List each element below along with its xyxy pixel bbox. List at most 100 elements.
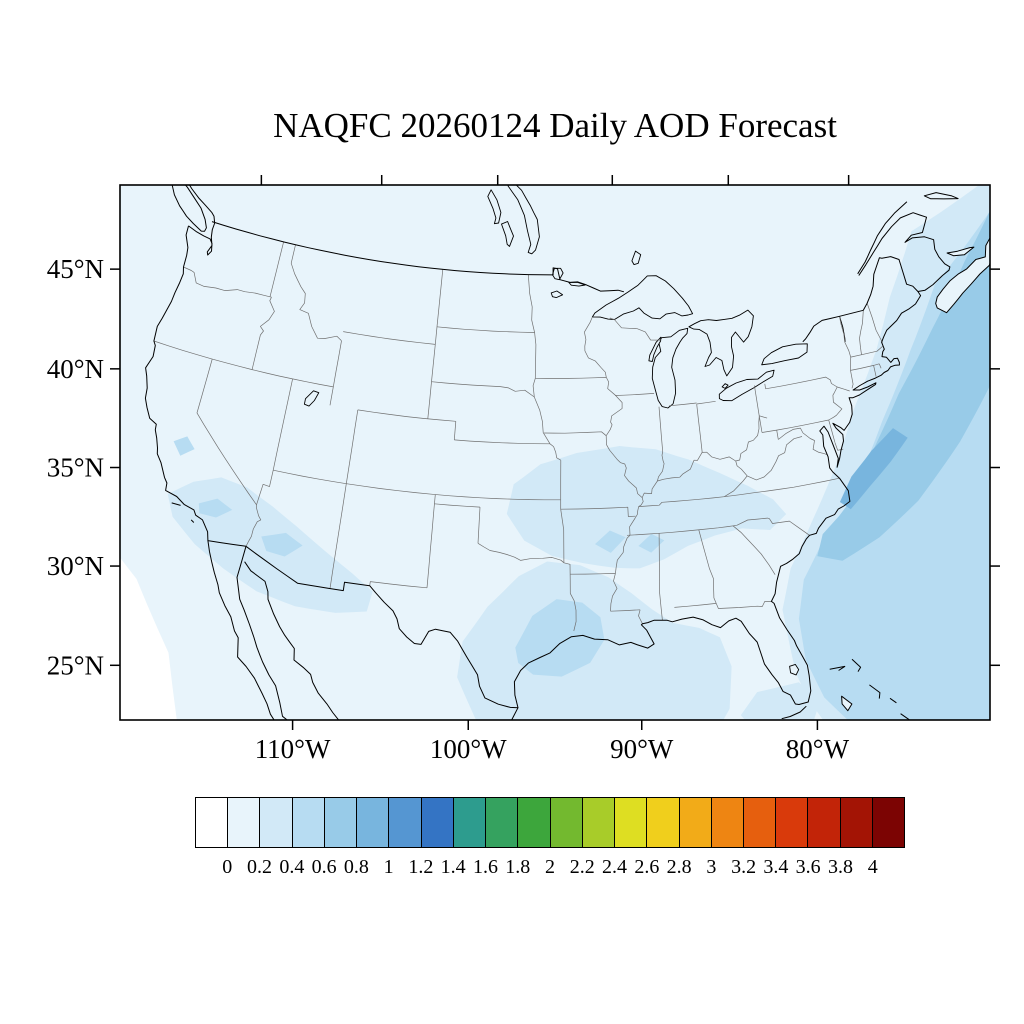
state-border — [615, 517, 636, 574]
state-border — [724, 477, 840, 498]
state-border — [434, 503, 481, 508]
state-border — [273, 469, 347, 485]
state-border — [850, 346, 883, 358]
lake — [501, 221, 514, 247]
colorbar-cell — [549, 798, 582, 847]
state-border — [534, 332, 537, 379]
colorbar-tick-label: 0.4 — [279, 856, 305, 878]
state-border — [436, 326, 535, 333]
lake — [648, 336, 662, 362]
colorbar-cell — [614, 798, 647, 847]
state-border — [638, 609, 643, 624]
state-border — [761, 419, 829, 433]
colorbar-cell — [452, 798, 486, 847]
coastline — [211, 221, 625, 293]
colorbar-cell — [291, 798, 324, 847]
colorbar-tick-label: 1 — [383, 856, 394, 878]
state-border — [873, 365, 877, 377]
colorbar-cell — [323, 798, 357, 847]
colorbar-cell — [356, 798, 389, 847]
colorbar-cell — [196, 798, 228, 847]
colorbar-tick-label: 4 — [867, 856, 878, 878]
coastline — [171, 502, 181, 506]
colorbar-tick-label: 3.4 — [763, 856, 789, 878]
lake — [718, 369, 775, 402]
state-border — [269, 241, 284, 297]
lake — [550, 290, 564, 299]
state-border — [251, 297, 275, 370]
state-border — [345, 409, 359, 484]
lon-tick-label: 100°W — [430, 734, 507, 764]
coastline — [190, 519, 195, 523]
state-border — [696, 404, 703, 453]
state-border — [641, 415, 768, 498]
state-border — [866, 303, 883, 343]
state-border — [535, 377, 607, 379]
aod-field-region — [515, 599, 605, 677]
state-border — [609, 317, 661, 341]
state-border — [764, 383, 766, 389]
state-border — [732, 525, 776, 575]
lat-tick-label: 35°N — [47, 453, 104, 483]
colorbar-cell — [420, 798, 453, 847]
state-border — [454, 439, 551, 445]
coastline — [858, 212, 951, 292]
coastline — [244, 561, 340, 720]
colorbar-tick-label: 1.8 — [505, 856, 531, 878]
state-border — [477, 507, 481, 544]
state-border — [610, 609, 641, 612]
state-border — [735, 460, 748, 477]
coastline — [188, 185, 216, 223]
colorbar-cell — [388, 798, 421, 847]
state-border — [776, 430, 779, 440]
aod-field-region — [595, 530, 626, 553]
state-border — [754, 385, 763, 433]
aod-field-region — [506, 446, 787, 569]
lon-tick-label: 110°W — [255, 734, 331, 764]
colorbar-tick-label: 2 — [545, 856, 555, 878]
colorbar-tick-label: 2.6 — [634, 856, 660, 878]
colorbar-cell — [517, 798, 550, 847]
state-border — [426, 494, 436, 588]
map-linework-layer — [144, 185, 990, 720]
island-coastline — [171, 185, 207, 232]
map-frame — [119, 184, 991, 721]
aod-field-region — [817, 210, 990, 561]
state-border — [724, 475, 748, 497]
lake — [507, 185, 540, 255]
colorbar-cell — [227, 798, 260, 847]
lake — [839, 316, 846, 342]
state-border — [183, 266, 272, 298]
state-border — [533, 396, 551, 444]
state-border — [532, 378, 536, 398]
coastline — [188, 222, 216, 256]
colorbar-cell — [485, 798, 518, 847]
state-border — [839, 316, 854, 389]
coastline — [851, 658, 862, 672]
state-border — [802, 432, 828, 456]
aod-field-region — [638, 533, 665, 553]
lat-tick-label: 40°N — [47, 354, 104, 384]
state-border — [658, 533, 663, 621]
state-border — [292, 378, 334, 388]
lake — [789, 663, 800, 676]
state-border — [477, 543, 565, 564]
colorbar-cell — [678, 798, 711, 847]
state-border — [427, 269, 444, 419]
colorbar-tick-label: 3.8 — [827, 856, 853, 878]
state-border — [605, 435, 643, 498]
state-border — [357, 409, 456, 422]
island-coastline — [946, 246, 975, 257]
lon-tick-label: 80°W — [786, 734, 850, 764]
colorbar-tick-label: 3 — [706, 856, 717, 878]
state-border — [329, 340, 342, 406]
aod-field-region — [120, 557, 177, 720]
coastline — [857, 201, 908, 275]
coastline — [829, 665, 846, 671]
colorbar-tick-label: 0 — [222, 856, 233, 878]
aod-field-region — [839, 428, 908, 510]
lake — [591, 275, 694, 320]
map-panel: 45°N 40°N 35°N 30°N 25°N 110°W 100°W 90°W 80°W — [47, 175, 1000, 764]
